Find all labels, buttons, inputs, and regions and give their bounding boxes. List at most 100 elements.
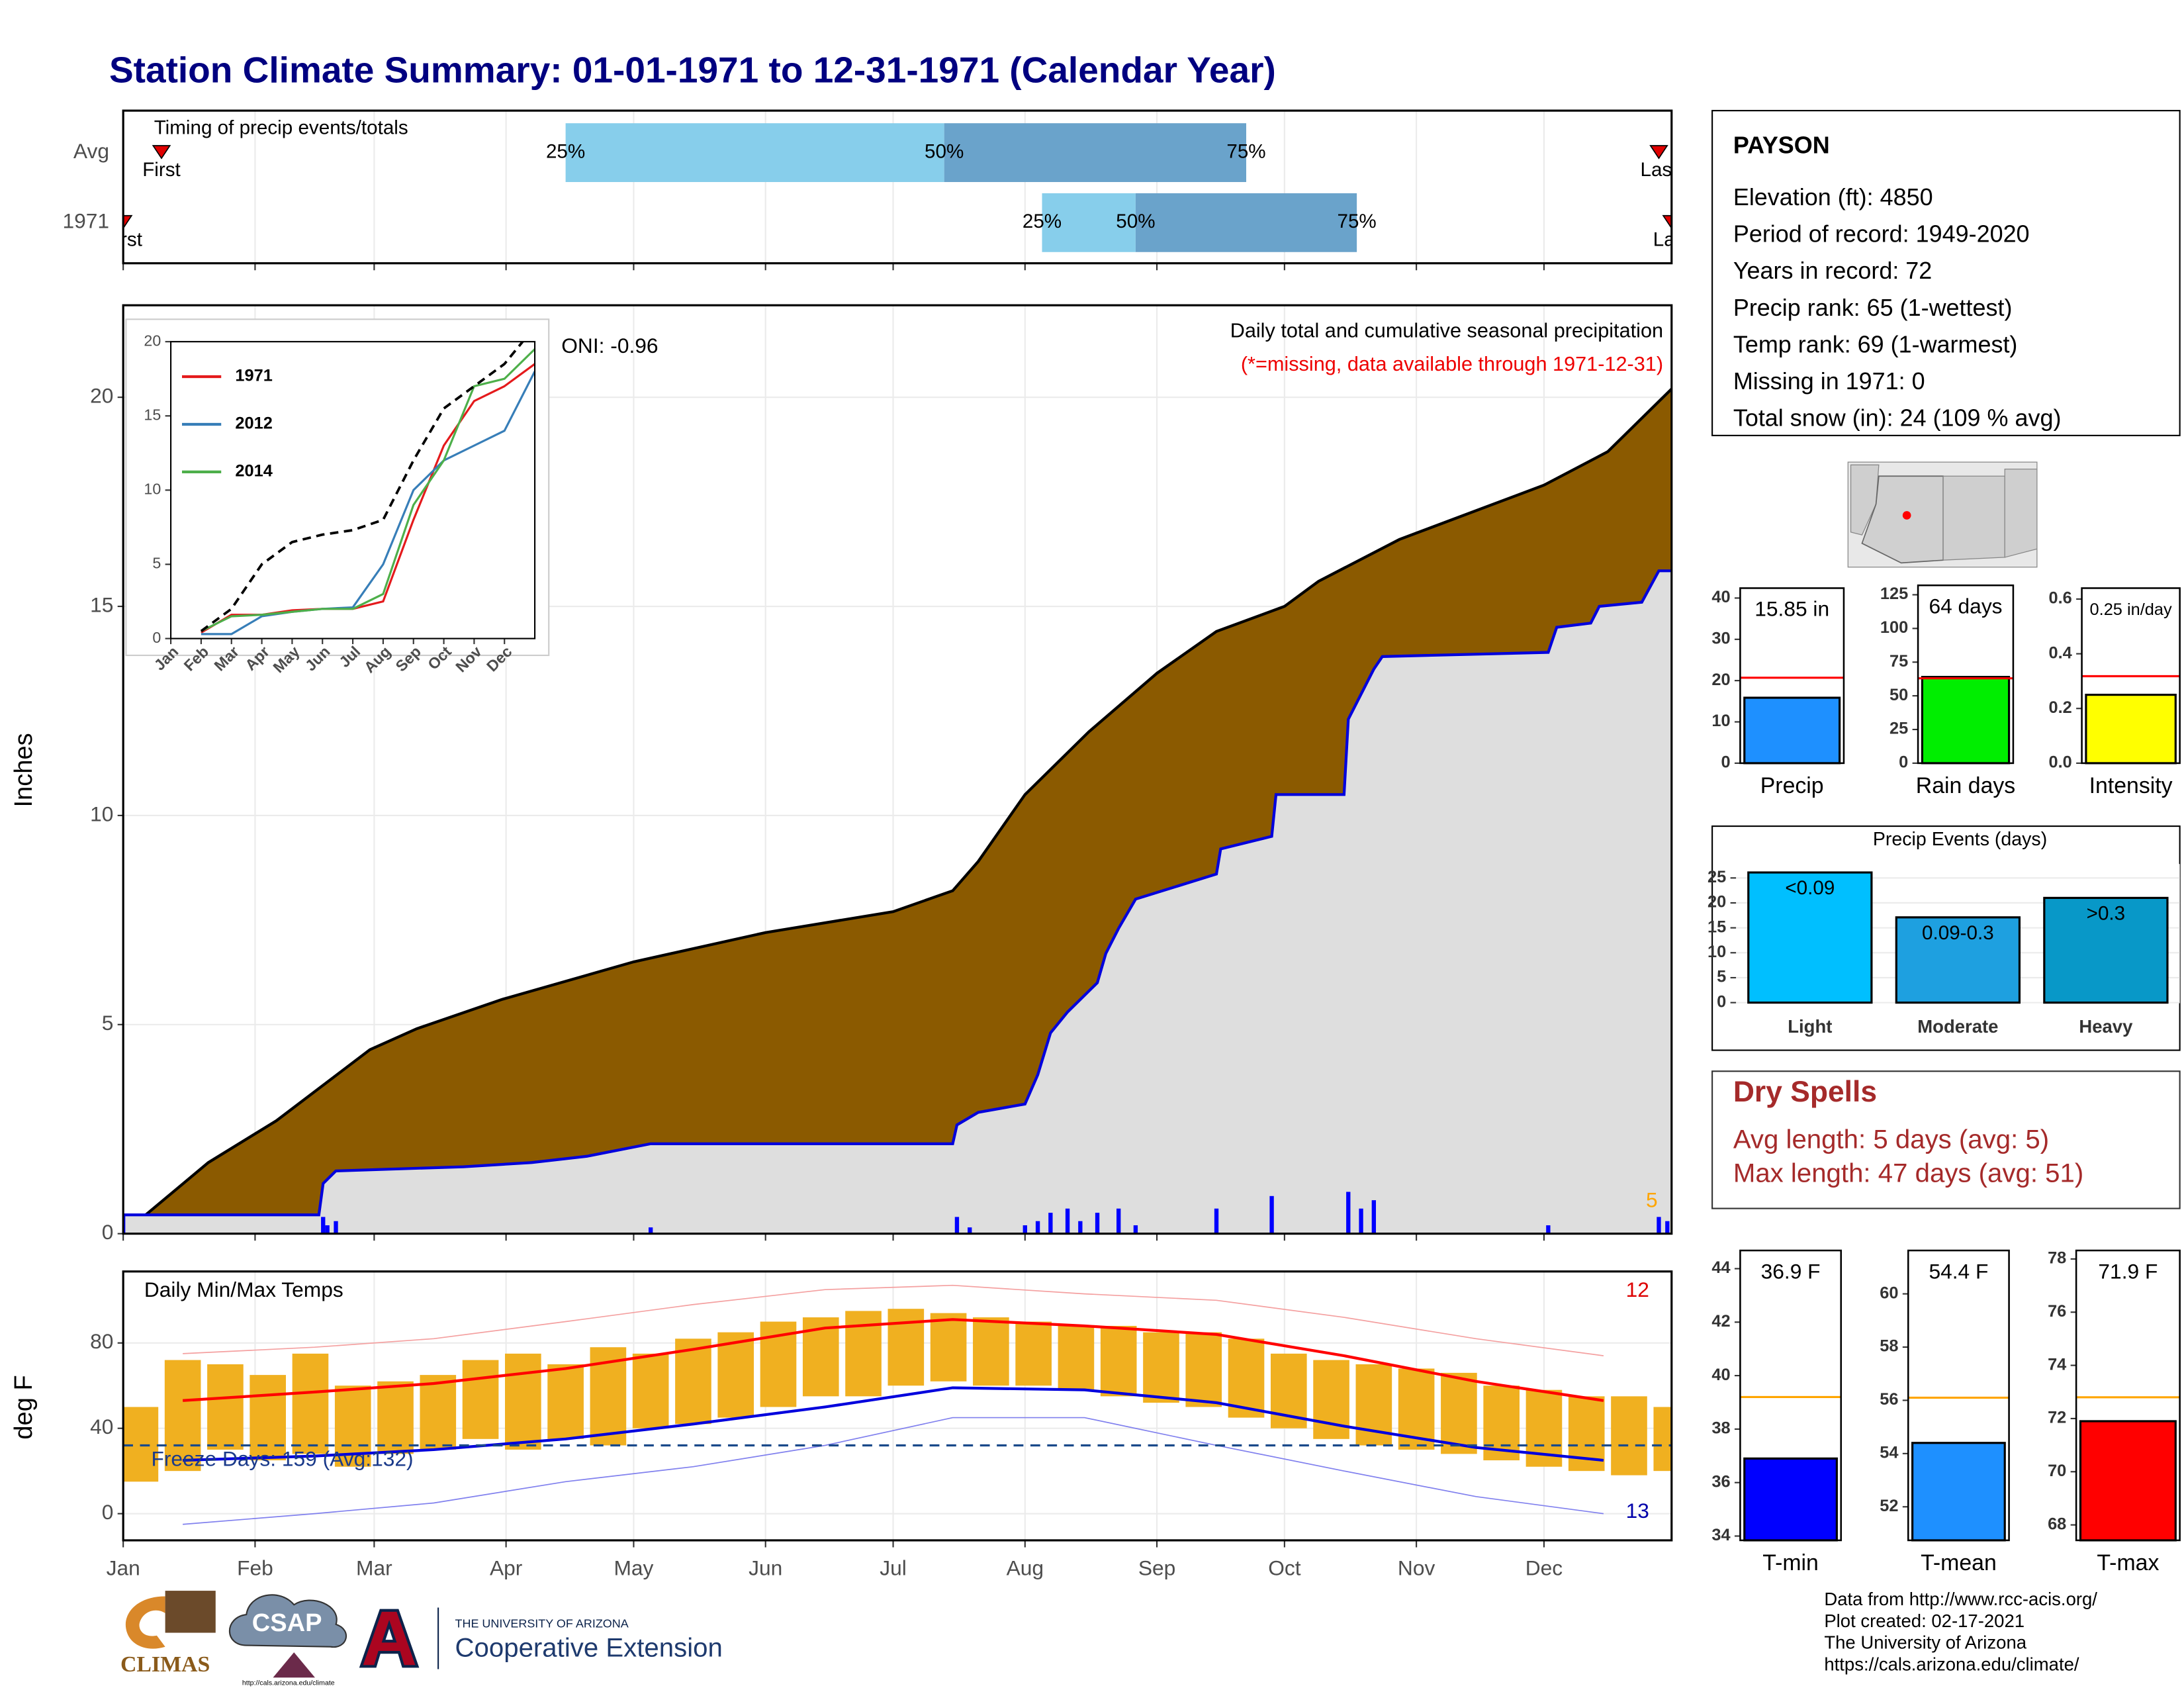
y-tick-label: 20 xyxy=(90,384,113,408)
climas-mark xyxy=(125,1596,165,1649)
inset-plot xyxy=(200,342,535,635)
temp-range-bar xyxy=(547,1364,584,1439)
y-tick-label: 0.0 xyxy=(2048,753,2071,772)
csap-cloud xyxy=(229,1594,347,1648)
series-line xyxy=(201,348,535,632)
y-tick-label: 58 xyxy=(1880,1337,1898,1356)
station-line: Temp rank: 69 (1-warmest) xyxy=(1733,330,2018,357)
panel-title: Timing of precip events/totals xyxy=(154,117,408,138)
daily-bar xyxy=(1078,1221,1083,1234)
marker-label: First xyxy=(104,229,142,251)
y-tick-label: 34 xyxy=(1711,1526,1730,1544)
bar xyxy=(1895,916,2021,1004)
temp-range-bar xyxy=(1143,1332,1179,1403)
dry-spell-line: Max length: 47 days (avg: 51) xyxy=(1733,1158,2083,1188)
frame xyxy=(2081,587,2181,765)
plot xyxy=(123,388,1672,1234)
daily-bar xyxy=(1657,1217,1661,1234)
page-title: Station Climate Summary: 01-01-1971 to 1… xyxy=(109,50,1276,91)
bar xyxy=(1747,871,1873,1004)
area-fill xyxy=(123,571,1672,1234)
y-tick-label: 20 xyxy=(144,332,161,349)
daily-bar xyxy=(1133,1225,1138,1234)
map-state xyxy=(2004,469,2038,558)
legend-label: 1971 xyxy=(235,367,272,385)
temp-range-bar xyxy=(1185,1332,1222,1407)
daily-bar xyxy=(954,1217,960,1234)
x-tick-label: Mar xyxy=(356,1556,392,1580)
temp-range-bar xyxy=(1015,1321,1052,1386)
quartile-bar xyxy=(944,123,1247,183)
map-state xyxy=(1942,475,2005,561)
y-tick-label: 30 xyxy=(1711,630,1730,648)
plot xyxy=(123,1284,1672,1525)
dry-spells-title: Dry Spells xyxy=(1733,1076,1877,1108)
station-name: PAYSON xyxy=(1733,132,1830,159)
location-map xyxy=(1847,461,2038,568)
daily-bar xyxy=(1371,1200,1377,1234)
x-tick-label: Oct xyxy=(1268,1556,1301,1580)
y-tick-label: 5 xyxy=(152,555,161,572)
category-label: Intensity xyxy=(2089,773,2173,798)
inset-panel xyxy=(171,342,535,639)
y-tick-label: 0 xyxy=(102,1220,114,1244)
temp-range-bar xyxy=(1228,1338,1265,1418)
y-tick-label: 0.2 xyxy=(2048,698,2071,717)
y-tick-label: 10 xyxy=(90,802,113,825)
y-tick-label: 0.4 xyxy=(2048,643,2071,662)
y-tick-label: 40 xyxy=(90,1415,113,1438)
y-tick-label: 52 xyxy=(1880,1497,1898,1515)
daily-bar xyxy=(1095,1213,1100,1234)
temp-line xyxy=(183,1417,1604,1525)
y-tick-label: 5 xyxy=(1717,968,1726,986)
x-tick-label: Apr xyxy=(490,1556,523,1580)
legend-label: 2012 xyxy=(235,414,272,433)
x-tick-label: Aug xyxy=(1007,1556,1044,1580)
y-tick-label: 70 xyxy=(2048,1462,2066,1480)
temp-range-bar xyxy=(887,1309,925,1386)
daily-bar xyxy=(1065,1208,1070,1234)
x-tick-label: Jul xyxy=(880,1556,907,1580)
value-label: 36.9 F xyxy=(1761,1259,1821,1283)
y-tick-label: 25 xyxy=(1889,720,1908,738)
temp-range-bar xyxy=(292,1353,329,1454)
cumulative-line xyxy=(123,569,1672,1217)
x-tick-label: Jan xyxy=(107,1556,140,1580)
y-tick-label: 0 xyxy=(1721,753,1730,772)
daily-bar xyxy=(968,1227,972,1234)
climas-mark xyxy=(165,1591,216,1633)
bar xyxy=(1921,676,2011,765)
footer-line: Plot created: 02-17-2021 xyxy=(1824,1611,2025,1631)
daily-bar xyxy=(1665,1221,1670,1234)
y-tick-label: 10 xyxy=(1707,943,1726,961)
y-tick-label: 42 xyxy=(1711,1312,1730,1331)
temp-range-bar xyxy=(1100,1325,1137,1397)
legend-label: 2014 xyxy=(235,462,272,481)
ua-logo xyxy=(359,1609,420,1668)
temp-range-bar xyxy=(1058,1325,1095,1390)
bar xyxy=(2079,1420,2177,1542)
quartile-bar xyxy=(565,123,944,183)
chart-title: Precip Events (days) xyxy=(1873,829,2047,850)
csap-text: CSAP xyxy=(252,1609,322,1637)
station-dot xyxy=(1902,511,1911,520)
y-tick-label: 68 xyxy=(2048,1515,2066,1533)
csap-mountain xyxy=(273,1652,315,1678)
y-tick-label: 0 xyxy=(1717,992,1726,1011)
temp-range-bar xyxy=(632,1353,669,1429)
x-tick-label: May xyxy=(614,1556,653,1580)
category-label: T-mean xyxy=(1921,1550,1997,1575)
y-tick-label: 44 xyxy=(1711,1258,1730,1277)
rank-label: 5 xyxy=(1646,1188,1658,1211)
daily-bar xyxy=(1048,1213,1053,1234)
y-tick-label: 38 xyxy=(1711,1419,1730,1438)
quartile-label: 75% xyxy=(1226,140,1265,162)
y-axis-label: Inches xyxy=(10,733,38,807)
station-box xyxy=(1711,110,2181,436)
station-line: Period of record: 1949-2020 xyxy=(1733,220,2030,248)
row-label: 1971 xyxy=(62,209,109,233)
quartile-label: 75% xyxy=(1338,211,1377,232)
csap-url: http://cals.arizona.edu/climate xyxy=(242,1679,335,1687)
temp-range-bar xyxy=(1653,1407,1672,1472)
marker-label: First xyxy=(142,159,181,181)
